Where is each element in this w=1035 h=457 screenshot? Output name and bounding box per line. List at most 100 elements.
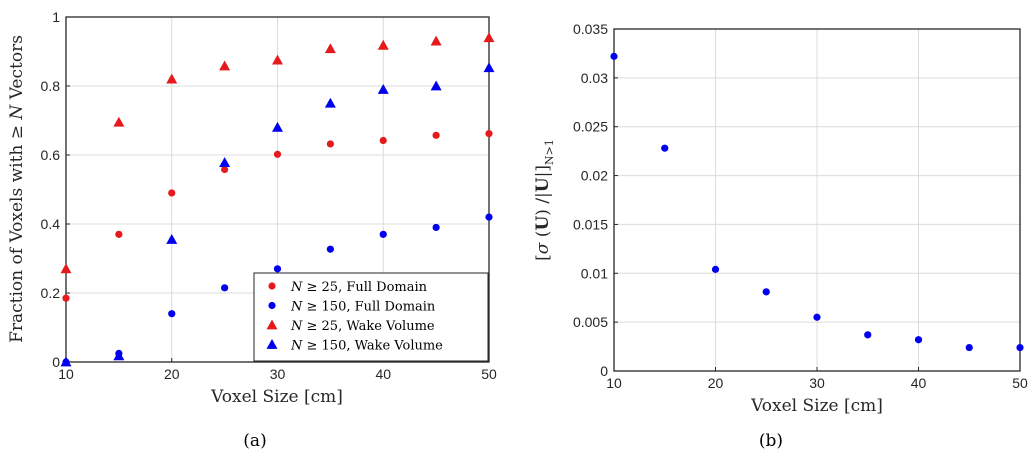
y-axis-label-a-text: Fraction of Voxels with ≥ N Vectors (7, 35, 27, 343)
data-point (324, 43, 336, 54)
legend-label: N ≥ 25, Full Domain (290, 280, 428, 295)
data-point (1016, 343, 1024, 352)
legend-box (253, 272, 489, 362)
x-axis-label-a: Voxel Size [cm] (210, 387, 343, 407)
series-0 (610, 52, 1024, 352)
data-point (60, 263, 72, 274)
y-tick-label: 0.6 (41, 147, 61, 163)
series-3 (60, 62, 495, 367)
y-tick-label: 1 (52, 9, 60, 25)
data-point (762, 288, 770, 296)
y-axis-label-b: [σ (U) /|U|]N>1 (533, 139, 556, 261)
y-tick-label: 0.035 (573, 21, 608, 37)
data-point (326, 245, 334, 253)
legend-marker (268, 301, 276, 310)
data-point (661, 144, 669, 152)
data-point (610, 52, 618, 60)
y-ticks-a: 0 0.2 0.4 0.6 0.8 1 (41, 9, 70, 370)
y-tick-label: 0.01 (581, 265, 608, 281)
y-tick-label: 0.005 (573, 314, 608, 330)
data-point (166, 73, 178, 84)
x-tick-label: 40 (375, 366, 391, 382)
data-point (168, 310, 176, 318)
data-point (113, 116, 125, 127)
data-point (430, 35, 442, 46)
y-tick-label: 0.025 (573, 119, 608, 135)
data-point (377, 83, 389, 94)
data-point (430, 80, 442, 91)
data-point (113, 350, 125, 361)
data-point (60, 356, 72, 367)
data-point (272, 121, 283, 132)
x-tick-label: 50 (1012, 375, 1028, 391)
series-1 (62, 213, 493, 366)
y-tick-label: 0.8 (41, 78, 61, 94)
data-points-b (610, 52, 1024, 352)
data-point (168, 189, 176, 197)
data-point (485, 213, 493, 221)
y-axis-label-a: Fraction of Voxels with ≥ N Vectors (7, 35, 27, 343)
data-point (914, 336, 923, 344)
legend-entry: N ≥ 150, Full Domain (268, 300, 436, 315)
data-point (273, 150, 282, 158)
x-tick-label: 50 (481, 366, 497, 382)
data-point (483, 62, 495, 73)
chart-panel-b: 10 20 30 40 50 00.0050.010.0150.020.0250.030… (533, 21, 1028, 451)
y-tick-label: 0.015 (573, 216, 608, 232)
legend: N ≥ 25, Full Domain N ≥ 150, Full Domain N… (253, 272, 489, 362)
legend-label: N ≥ 150, Wake Volume (290, 339, 443, 354)
legend-label: N ≥ 150, Full Domain (290, 300, 436, 315)
series-2 (60, 32, 495, 274)
data-point (377, 39, 389, 50)
x-tick-label: 30 (270, 366, 286, 382)
y-tick-label: 0.02 (581, 168, 608, 184)
x-tick-label: 30 (809, 375, 825, 391)
panel-label-b: (b) (759, 431, 783, 451)
x-tick-label: 40 (911, 375, 927, 391)
legend-marker (266, 319, 278, 330)
panel-label-a: (a) (243, 431, 266, 451)
data-point (115, 230, 123, 238)
data-point (326, 140, 334, 148)
data-point (62, 294, 70, 302)
legend-entry: N ≥ 150, Wake Volume (266, 339, 443, 354)
x-tick-label: 10 (606, 375, 622, 391)
x-axis-label-b: Voxel Size [cm] (750, 396, 883, 416)
y-tick-label: 0.03 (581, 70, 608, 86)
x-tick-label: 20 (708, 375, 724, 391)
data-point (432, 131, 440, 139)
data-point (432, 223, 440, 232)
legend-entry: N ≥ 25, Wake Volume (266, 319, 435, 334)
data-point (219, 157, 231, 167)
data-point (813, 313, 821, 321)
y-ticks-b: 0 0.005 0.01 0.015 0.02 0.025 0.03 0.035 (573, 21, 618, 379)
data-point (483, 32, 495, 43)
legend-entry: N ≥ 25, Full Domain (268, 280, 428, 295)
data-point (221, 165, 229, 174)
data-point (166, 234, 178, 244)
y-tick-label: 0 (600, 363, 608, 379)
x-tick-label: 20 (164, 366, 180, 382)
data-point (221, 284, 229, 292)
data-point (379, 230, 387, 238)
legend-marker (268, 282, 276, 290)
data-point (324, 97, 336, 108)
data-point (485, 130, 493, 138)
legend-marker (266, 339, 278, 349)
y-tick-label: 0.2 (41, 285, 61, 301)
data-points-a (60, 32, 495, 367)
data-point (273, 265, 282, 273)
data-point (219, 60, 231, 71)
x-tick-label: 10 (58, 366, 74, 382)
data-point (711, 265, 720, 273)
series-0 (62, 130, 493, 302)
y-tick-label: 0.4 (41, 216, 61, 232)
data-point (272, 54, 283, 65)
y-tick-label: 0 (52, 354, 60, 370)
data-point (864, 331, 872, 339)
data-point (379, 136, 387, 145)
x-ticks-b: 10 20 30 40 50 (606, 367, 1028, 391)
chart-panel-a: 10 20 30 40 50 0 0.2 0.4 0.6 0.8 1 Voxel Size [cm… (7, 9, 497, 451)
legend-label: N ≥ 25, Wake Volume (290, 319, 435, 334)
